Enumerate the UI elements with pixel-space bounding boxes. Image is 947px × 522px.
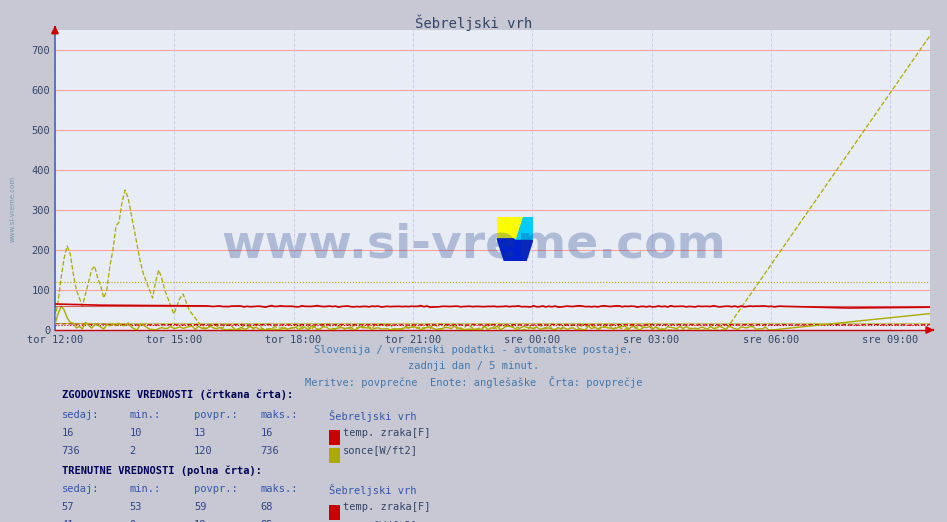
Polygon shape [515, 217, 523, 239]
Text: zadnji dan / 5 minut.: zadnji dan / 5 minut. [408, 361, 539, 371]
Text: temp. zraka[F]: temp. zraka[F] [343, 503, 430, 513]
Text: 41: 41 [62, 520, 74, 522]
Text: povpr.:: povpr.: [194, 484, 238, 494]
Text: 68: 68 [260, 503, 273, 513]
Text: 59: 59 [194, 503, 206, 513]
Text: TRENUTNE VREDNOSTI (polna črta):: TRENUTNE VREDNOSTI (polna črta): [62, 465, 261, 476]
Text: maks.:: maks.: [260, 484, 298, 494]
Polygon shape [515, 217, 533, 239]
Text: temp. zraka[F]: temp. zraka[F] [343, 428, 430, 437]
Text: povpr.:: povpr.: [194, 409, 238, 420]
Text: sedaj:: sedaj: [62, 409, 99, 420]
Polygon shape [515, 217, 533, 239]
Text: maks.:: maks.: [260, 409, 298, 420]
Text: 57: 57 [62, 503, 74, 513]
Text: min.:: min.: [130, 409, 161, 420]
Text: 0: 0 [130, 520, 136, 522]
Text: 85: 85 [260, 520, 273, 522]
Polygon shape [515, 217, 533, 239]
Polygon shape [497, 239, 533, 261]
Text: www.si-vreme.com: www.si-vreme.com [9, 176, 15, 242]
Text: sonce[W/ft2]: sonce[W/ft2] [343, 520, 418, 522]
Text: ZGODOVINSKE VREDNOSTI (črtkana črta):: ZGODOVINSKE VREDNOSTI (črtkana črta): [62, 390, 293, 400]
Text: 120: 120 [194, 445, 213, 456]
Text: Slovenija / vremenski podatki - avtomatske postaje.: Slovenija / vremenski podatki - avtomats… [314, 345, 633, 355]
Text: 2: 2 [130, 445, 136, 456]
Text: Šebreljski vrh: Šebreljski vrh [329, 409, 416, 421]
Text: www.si-vreme.com: www.si-vreme.com [222, 223, 725, 268]
Text: Meritve: povprečne  Enote: anglešaške  Črta: povprečje: Meritve: povprečne Enote: anglešaške Črt… [305, 376, 642, 388]
Text: 10: 10 [130, 428, 142, 437]
Text: 13: 13 [194, 428, 206, 437]
Text: min.:: min.: [130, 484, 161, 494]
Bar [515, 217, 533, 239]
Text: 18: 18 [194, 520, 206, 522]
Text: 16: 16 [62, 428, 74, 437]
Text: 16: 16 [260, 428, 273, 437]
Text: 53: 53 [130, 503, 142, 513]
Text: sedaj:: sedaj: [62, 484, 99, 494]
Text: Šebreljski vrh: Šebreljski vrh [415, 15, 532, 31]
Text: sonce[W/ft2]: sonce[W/ft2] [343, 445, 418, 456]
Bar [497, 217, 515, 239]
Text: 736: 736 [260, 445, 279, 456]
Text: 736: 736 [62, 445, 80, 456]
Text: Šebreljski vrh: Šebreljski vrh [329, 484, 416, 496]
